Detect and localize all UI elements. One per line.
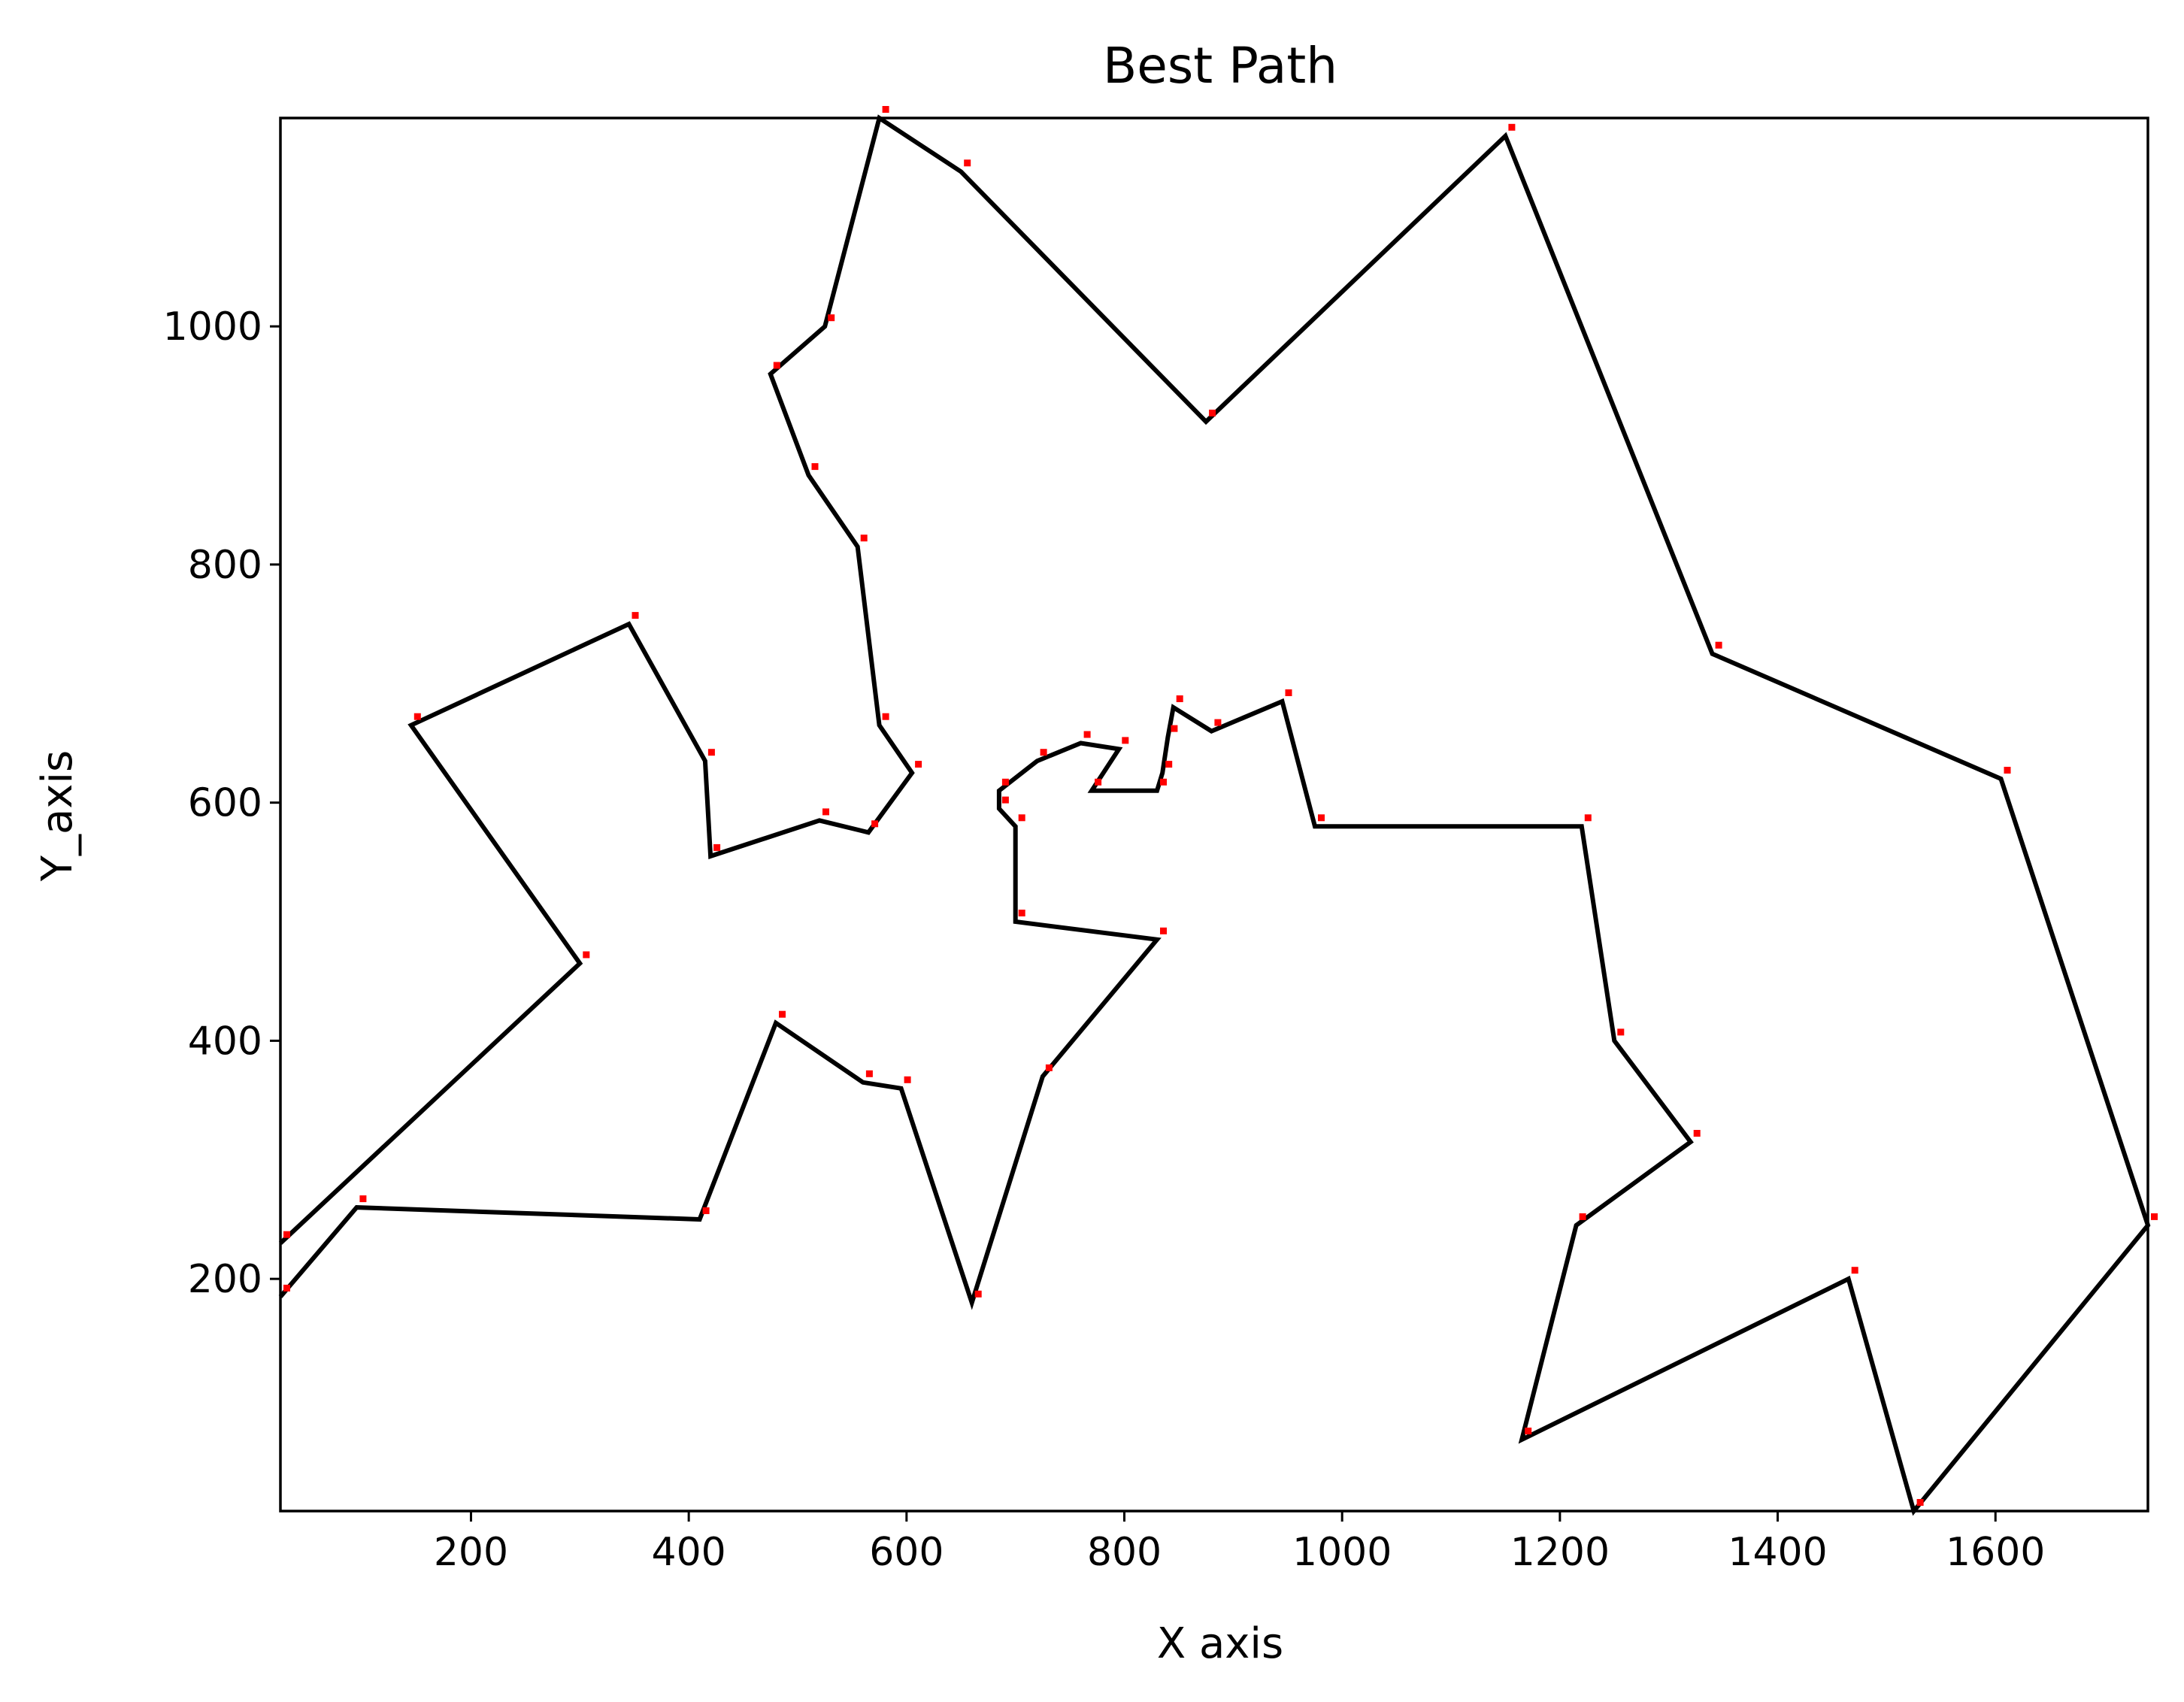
x-tick-label: 1000 — [1292, 1530, 1392, 1575]
city-marker — [1160, 927, 1167, 934]
city-marker — [359, 1195, 367, 1203]
city-marker — [1171, 725, 1178, 732]
x-tick-label: 800 — [1087, 1530, 1162, 1575]
x-tick-label: 400 — [652, 1530, 726, 1575]
city-marker — [583, 951, 590, 959]
city-marker — [1285, 689, 1292, 696]
city-marker — [882, 106, 889, 113]
x-tick-label: 200 — [434, 1530, 508, 1575]
city-marker — [1160, 778, 1167, 786]
city-marker — [1617, 1028, 1625, 1036]
city-marker — [2151, 1213, 2158, 1220]
x-axis-ticks: 200 400 600 800 1000 1200 1400 1600 — [434, 1511, 2045, 1575]
city-marker — [283, 1231, 290, 1238]
city-marker — [1018, 814, 1025, 822]
city-marker — [1916, 1499, 1924, 1506]
city-marker — [773, 362, 780, 369]
city-marker — [811, 463, 819, 471]
city-marker — [822, 808, 829, 816]
x-tick-label: 600 — [869, 1530, 944, 1575]
city-marker — [1001, 778, 1009, 786]
city-markers — [283, 106, 2158, 1506]
city-marker — [904, 1076, 911, 1083]
city-marker — [828, 314, 835, 322]
x-axis-label: X axis — [1157, 1619, 1283, 1668]
chart-title: Best Path — [1103, 37, 1337, 95]
city-marker — [632, 612, 639, 619]
city-marker — [713, 843, 721, 851]
y-tick-label: 1000 — [163, 304, 262, 350]
city-marker — [1851, 1267, 1858, 1274]
city-marker — [1001, 796, 1009, 804]
y-axis-label: Y_axis — [33, 750, 82, 882]
city-marker — [1693, 1130, 1701, 1137]
x-tick-label: 1600 — [1946, 1530, 2045, 1575]
city-marker — [1040, 749, 1047, 756]
city-marker — [1318, 814, 1325, 822]
city-marker — [1214, 719, 1222, 726]
city-marker — [413, 713, 421, 720]
city-marker — [1095, 778, 1102, 786]
city-marker — [915, 761, 922, 768]
city-marker — [779, 1010, 786, 1018]
y-tick-label: 200 — [188, 1257, 262, 1302]
y-axis-ticks: 200 400 600 800 1000 — [163, 304, 280, 1302]
city-marker — [1579, 1213, 1586, 1220]
city-marker — [882, 713, 889, 720]
city-marker — [1508, 123, 1516, 131]
city-marker — [1584, 814, 1592, 822]
city-marker — [871, 820, 879, 828]
city-marker — [1045, 1064, 1053, 1071]
city-marker — [1176, 695, 1183, 702]
city-marker — [1525, 1428, 1532, 1434]
city-marker — [1018, 910, 1025, 916]
city-marker — [1209, 409, 1216, 416]
x-tick-label: 1400 — [1728, 1530, 1827, 1575]
plot-frame — [279, 117, 2149, 1513]
plot-area — [278, 106, 2158, 1516]
city-marker — [707, 749, 715, 756]
x-tick-label: 1200 — [1510, 1530, 1610, 1575]
city-marker — [1083, 731, 1091, 738]
city-marker — [974, 1290, 982, 1298]
y-tick-label: 400 — [188, 1019, 262, 1064]
y-tick-label: 800 — [188, 543, 262, 588]
city-marker — [1715, 641, 1722, 649]
city-marker — [283, 1284, 290, 1292]
city-marker — [1122, 737, 1129, 744]
city-marker — [860, 535, 868, 542]
path-line — [278, 114, 2151, 1516]
city-marker — [1165, 761, 1173, 768]
y-tick-label: 600 — [188, 781, 262, 826]
city-marker — [964, 159, 971, 167]
city-marker — [2004, 767, 2011, 774]
city-marker — [702, 1207, 710, 1214]
city-marker — [865, 1070, 873, 1077]
